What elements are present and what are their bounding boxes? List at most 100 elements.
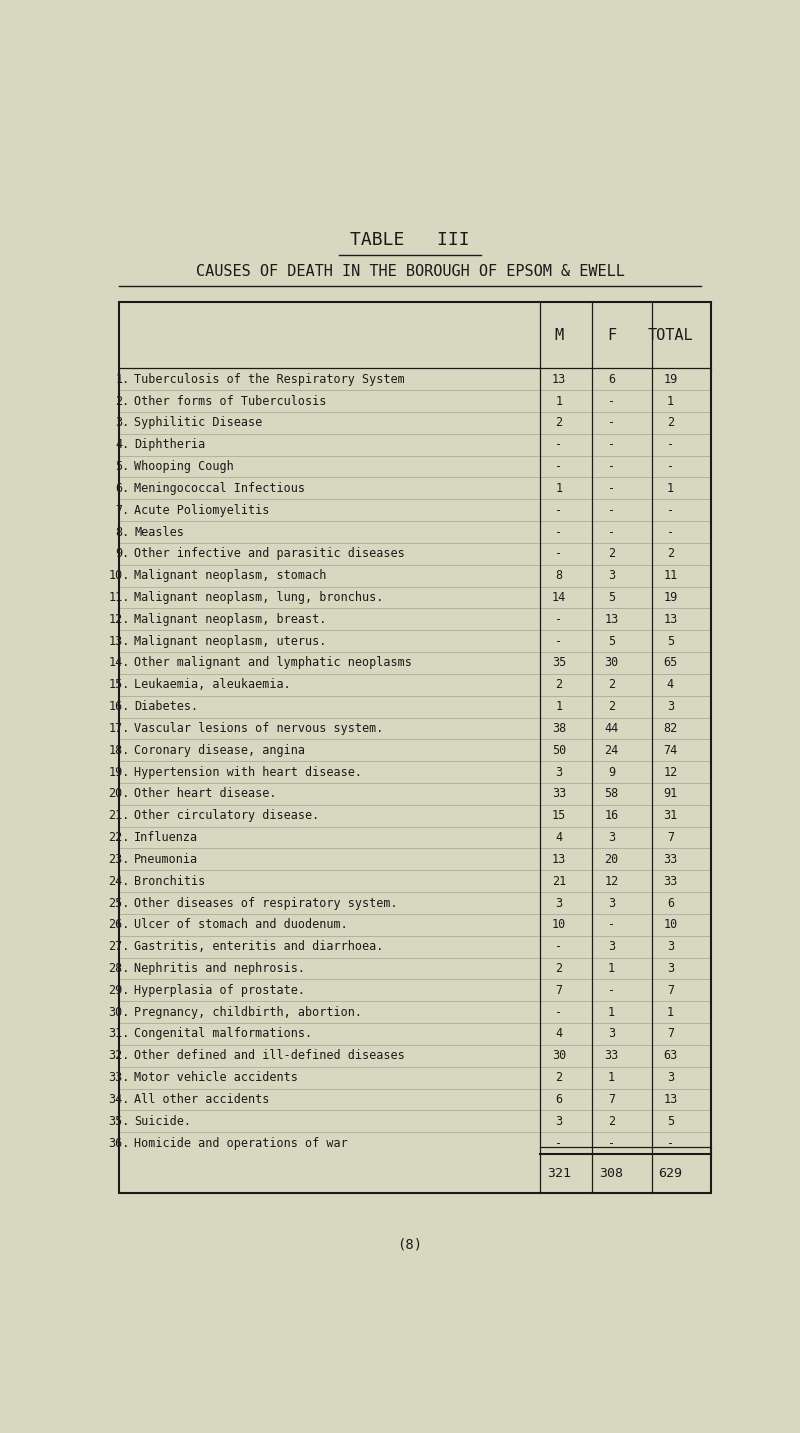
Text: 2.: 2.: [115, 394, 130, 407]
Text: 7: 7: [608, 1093, 615, 1106]
Text: 58: 58: [604, 787, 618, 801]
Text: 2: 2: [608, 678, 615, 691]
Text: 19: 19: [663, 373, 678, 385]
Text: TABLE   III: TABLE III: [350, 231, 470, 249]
Text: 5: 5: [608, 635, 615, 648]
Text: 33: 33: [663, 853, 678, 866]
Text: -: -: [608, 460, 615, 473]
Text: 3: 3: [667, 940, 674, 953]
Text: 9: 9: [608, 765, 615, 778]
Text: Pneumonia: Pneumonia: [134, 853, 198, 866]
Text: 25.: 25.: [108, 897, 130, 910]
Text: Hypertension with heart disease.: Hypertension with heart disease.: [134, 765, 362, 778]
Text: 5: 5: [667, 635, 674, 648]
Text: 7.: 7.: [115, 504, 130, 517]
Text: -: -: [608, 526, 615, 539]
Text: 4: 4: [555, 831, 562, 844]
Text: 33.: 33.: [108, 1070, 130, 1085]
Text: 12: 12: [663, 765, 678, 778]
Text: Malignant neoplasm, stomach: Malignant neoplasm, stomach: [134, 569, 326, 582]
Text: -: -: [608, 984, 615, 997]
Text: 29.: 29.: [108, 984, 130, 997]
Text: 13: 13: [663, 613, 678, 626]
Text: 20: 20: [604, 853, 618, 866]
Text: 2: 2: [608, 547, 615, 560]
Text: 34.: 34.: [108, 1093, 130, 1106]
Text: -: -: [608, 504, 615, 517]
Text: 17.: 17.: [108, 722, 130, 735]
Text: 32.: 32.: [108, 1049, 130, 1062]
Text: 18.: 18.: [108, 744, 130, 757]
Text: 91: 91: [663, 787, 678, 801]
Text: 74: 74: [663, 744, 678, 757]
Text: -: -: [667, 460, 674, 473]
Text: -: -: [608, 417, 615, 430]
Text: M: M: [554, 328, 563, 342]
Text: Malignant neoplasm, lung, bronchus.: Malignant neoplasm, lung, bronchus.: [134, 590, 383, 603]
Text: -: -: [555, 940, 562, 953]
Text: 1: 1: [608, 962, 615, 974]
Text: -: -: [608, 481, 615, 494]
Text: 1: 1: [667, 481, 674, 494]
Text: -: -: [555, 1006, 562, 1019]
Text: 308: 308: [599, 1166, 623, 1179]
Text: -: -: [608, 438, 615, 451]
Text: Malignant neoplasm, uterus.: Malignant neoplasm, uterus.: [134, 635, 326, 648]
Text: 3.: 3.: [115, 417, 130, 430]
Text: 20.: 20.: [108, 787, 130, 801]
Text: 6: 6: [667, 897, 674, 910]
Text: (8): (8): [398, 1238, 422, 1251]
Text: 3: 3: [667, 1070, 674, 1085]
Text: 3: 3: [608, 1027, 615, 1040]
Text: 6: 6: [555, 1093, 562, 1106]
Text: 24: 24: [604, 744, 618, 757]
Text: 33: 33: [604, 1049, 618, 1062]
Text: TOTAL: TOTAL: [647, 328, 694, 342]
Text: 5: 5: [608, 590, 615, 603]
Text: Motor vehicle accidents: Motor vehicle accidents: [134, 1070, 298, 1085]
Text: 36.: 36.: [108, 1136, 130, 1149]
Text: 3: 3: [555, 897, 562, 910]
Text: Other forms of Tuberculosis: Other forms of Tuberculosis: [134, 394, 326, 407]
Text: 5.: 5.: [115, 460, 130, 473]
Text: 2: 2: [667, 417, 674, 430]
Text: Influenza: Influenza: [134, 831, 198, 844]
Text: -: -: [608, 394, 615, 407]
Text: 26.: 26.: [108, 919, 130, 931]
Text: 7: 7: [667, 984, 674, 997]
Text: Leukaemia, aleukaemia.: Leukaemia, aleukaemia.: [134, 678, 291, 691]
Text: 24.: 24.: [108, 874, 130, 887]
Text: 2: 2: [555, 1070, 562, 1085]
Text: 10: 10: [663, 919, 678, 931]
Text: -: -: [555, 1136, 562, 1149]
Text: Diphtheria: Diphtheria: [134, 438, 206, 451]
Text: 1: 1: [667, 394, 674, 407]
Text: 4: 4: [555, 1027, 562, 1040]
Text: Nephritis and nephrosis.: Nephritis and nephrosis.: [134, 962, 305, 974]
Text: 12.: 12.: [108, 613, 130, 626]
Text: Gastritis, enteritis and diarrhoea.: Gastritis, enteritis and diarrhoea.: [134, 940, 383, 953]
Text: -: -: [667, 438, 674, 451]
Text: 38: 38: [552, 722, 566, 735]
Text: 6: 6: [608, 373, 615, 385]
Text: 13: 13: [552, 853, 566, 866]
Text: 11: 11: [663, 569, 678, 582]
Text: -: -: [667, 526, 674, 539]
Text: -: -: [608, 919, 615, 931]
Text: 13.: 13.: [108, 635, 130, 648]
Text: 10.: 10.: [108, 569, 130, 582]
Text: 10: 10: [552, 919, 566, 931]
Text: 7: 7: [555, 984, 562, 997]
Text: 16: 16: [604, 810, 618, 823]
Text: 19.: 19.: [108, 765, 130, 778]
Text: 2: 2: [555, 417, 562, 430]
Text: 31.: 31.: [108, 1027, 130, 1040]
Text: -: -: [555, 438, 562, 451]
Text: Bronchitis: Bronchitis: [134, 874, 206, 887]
Text: F: F: [607, 328, 616, 342]
Text: All other accidents: All other accidents: [134, 1093, 270, 1106]
Text: -: -: [555, 504, 562, 517]
Text: 3: 3: [608, 569, 615, 582]
Text: 15.: 15.: [108, 678, 130, 691]
Text: Other circulatory disease.: Other circulatory disease.: [134, 810, 319, 823]
